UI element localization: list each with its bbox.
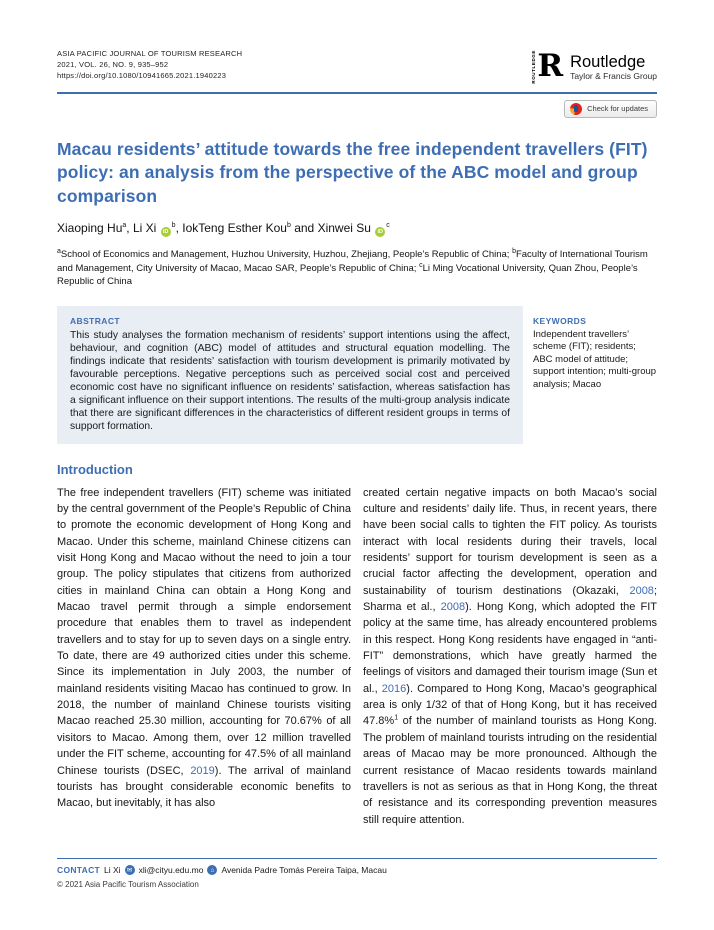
keywords-heading: KEYWORDS xyxy=(533,315,587,326)
citation-link[interactable]: 2008 xyxy=(629,584,654,597)
abstract-heading: ABSTRACT xyxy=(70,315,120,326)
doi-link[interactable]: https://doi.org/10.1080/10941665.2021.19… xyxy=(57,71,227,80)
publisher-logo-text: Routledge Taylor & Francis Group xyxy=(570,53,657,81)
abstract-box: ABSTRACT This study analyses the formati… xyxy=(57,305,523,444)
superscript: c xyxy=(419,261,423,269)
article-title: Macau residents’ attitude towards the fr… xyxy=(57,138,648,206)
superscript: a xyxy=(57,248,61,255)
routledge-logo-icon: ROUTLEDGE R xyxy=(531,50,563,84)
contact-name: Li Xi xyxy=(104,865,121,875)
text-segment: of the number of mainland tourists as Ho… xyxy=(363,715,657,826)
text-segment: ). Hong Kong, which adopted the FIT poli… xyxy=(363,601,657,695)
citation-link[interactable]: 2019 xyxy=(190,764,215,777)
affiliations: aSchool of Economics and Management, Huz… xyxy=(57,248,657,289)
contact-address: Avenida Padre Tomás Pereira Taipa, Macau xyxy=(221,865,387,875)
publisher-name: Routledge xyxy=(570,52,646,71)
section-heading-introduction: Introduction xyxy=(57,461,133,477)
check-for-updates-button[interactable]: Check for updates xyxy=(564,99,657,118)
superscript: b xyxy=(512,248,516,255)
text-segment: , IokTeng Esther Kou xyxy=(175,221,287,236)
orcid-icon[interactable]: iD xyxy=(160,227,171,238)
keywords-column: KEYWORDS Independent travellers’ scheme … xyxy=(533,306,657,444)
publisher-logo: ROUTLEDGE R Routledge Taylor & Francis G… xyxy=(531,50,657,84)
superscript: 1 xyxy=(394,714,399,722)
contact-line: CONTACT Li Xi ✉ xli@cityu.edu.mo ⌂ Aveni… xyxy=(57,865,657,875)
address-icon: ⌂ xyxy=(207,865,218,875)
superscript: c xyxy=(386,222,390,230)
contact-label: CONTACT xyxy=(57,865,101,875)
text-segment: created certain negative impacts on both… xyxy=(363,486,657,597)
footer-divider xyxy=(57,858,657,859)
email-icon: ✉ xyxy=(124,865,135,875)
abstract-keywords-row: ABSTRACT This study analyses the formati… xyxy=(57,305,657,444)
routledge-vertical-text: ROUTLEDGE xyxy=(531,50,537,84)
article-first-page: ASIA PACIFIC JOURNAL OF TOURISM RESEARCH… xyxy=(57,48,657,828)
superscript: a xyxy=(122,222,127,230)
body-column-left: The free independent travellers (FIT) sc… xyxy=(57,485,351,828)
text-segment: The free independent travellers (FIT) sc… xyxy=(57,486,351,777)
publisher-tagline: Taylor & Francis Group xyxy=(570,70,657,81)
text-segment: Li Ming Vocational University, Quan Zhou… xyxy=(57,262,638,288)
text-segment: ). Compared to Hong Kong, Macao’s geogra… xyxy=(363,682,658,728)
journal-issue: 2021, VOL. 26, NO. 9, 935–952 xyxy=(57,60,169,69)
text-segment: Faculty of International Tourism and Man… xyxy=(57,249,648,274)
text-segment: Xiaoping Hu xyxy=(57,221,123,236)
body-columns: The free independent travellers (FIT) sc… xyxy=(57,485,657,828)
citation-link[interactable]: 2008 xyxy=(440,601,466,614)
crossmark-icon xyxy=(570,102,583,115)
text-segment: School of Economics and Management, Huzh… xyxy=(60,249,513,261)
citation-link[interactable]: 2016 xyxy=(381,682,407,695)
journal-title: ASIA PACIFIC JOURNAL OF TOURISM RESEARCH xyxy=(57,49,243,58)
text-segment: ). The arrival of mainland tourists has … xyxy=(57,764,351,810)
superscript: b xyxy=(171,222,176,230)
badge-row: Check for updates xyxy=(57,99,657,118)
text-segment: and Xinwei Su xyxy=(290,221,375,236)
author-line: Xiaoping Hua, Li Xi iDb, IokTeng Esther … xyxy=(57,221,657,238)
superscript: b xyxy=(286,222,291,230)
page-footer: CONTACT Li Xi ✉ xli@cityu.edu.mo ⌂ Aveni… xyxy=(57,858,657,889)
check-for-updates-label: Check for updates xyxy=(587,104,648,114)
header-divider xyxy=(57,91,657,94)
contact-email[interactable]: xli@cityu.edu.mo xyxy=(138,865,204,875)
orcid-icon[interactable]: iD xyxy=(375,227,386,238)
keywords-text: Independent travellers’ scheme (FIT); re… xyxy=(533,328,657,390)
journal-info: ASIA PACIFIC JOURNAL OF TOURISM RESEARCH… xyxy=(57,48,242,81)
page-header: ASIA PACIFIC JOURNAL OF TOURISM RESEARCH… xyxy=(57,48,657,84)
text-segment: , Li Xi xyxy=(126,221,160,236)
copyright-line: © 2021 Asia Pacific Tourism Association xyxy=(57,880,199,889)
body-column-right: created certain negative impacts on both… xyxy=(363,485,657,828)
abstract-text: This study analyses the formation mechan… xyxy=(70,329,510,432)
routledge-r-glyph: R xyxy=(537,48,564,84)
text-segment: ; Sharma et al., xyxy=(363,584,657,614)
